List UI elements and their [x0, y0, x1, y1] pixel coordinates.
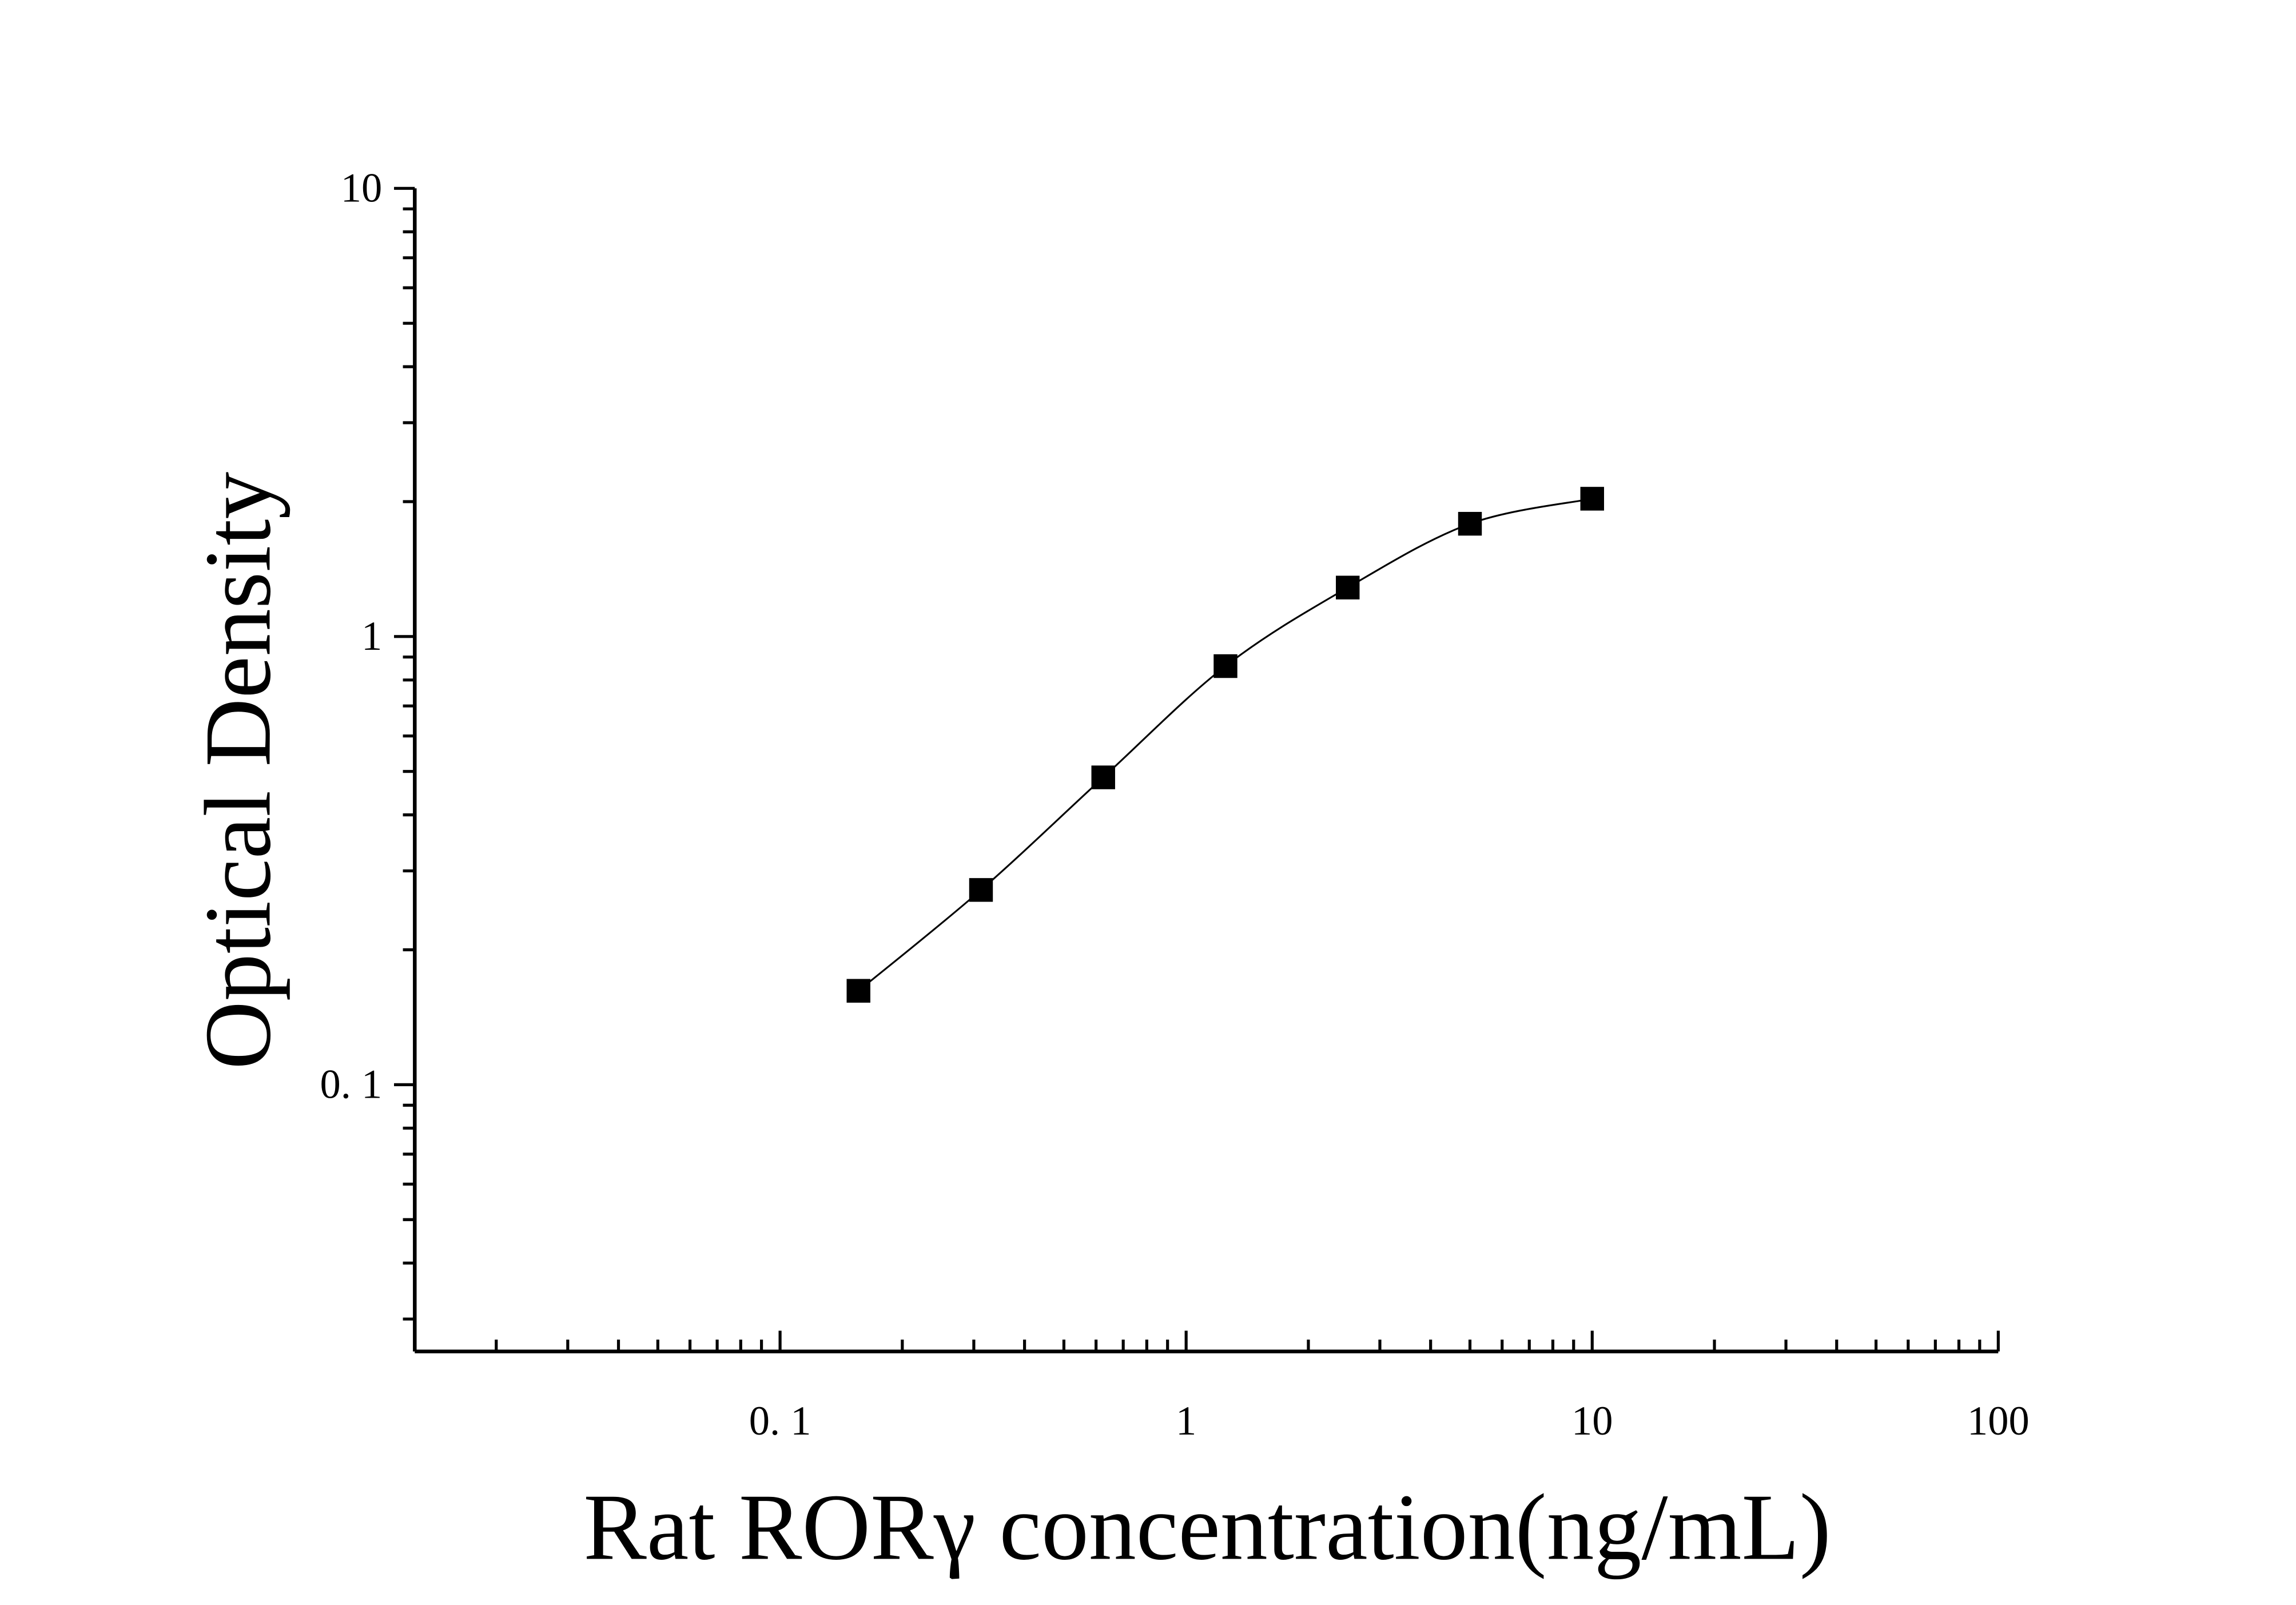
- x-tick-label: 1: [1176, 1397, 1196, 1444]
- x-axis-label: Rat RORγ concentration(ng/mL): [583, 1474, 1831, 1579]
- data-point-marker: [1213, 654, 1237, 678]
- ticks: 0. 1 1 10 0. 1 1 10 100: [320, 165, 2030, 1444]
- data-point-marker: [1091, 765, 1115, 789]
- fit-curve: [858, 498, 1593, 992]
- y-tick-label: 0. 1: [320, 1061, 383, 1107]
- data-points: [846, 487, 1604, 1003]
- data-point-marker: [1458, 511, 1482, 536]
- data-point-marker: [1336, 575, 1360, 599]
- x-tick-label: 0. 1: [749, 1397, 811, 1444]
- x-tick-label: 100: [1967, 1397, 2030, 1444]
- axes: [413, 188, 1999, 1353]
- y-axis-label: Optical Density: [185, 472, 290, 1070]
- data-point-marker: [846, 979, 870, 1003]
- y-tick-label: 10: [341, 165, 383, 211]
- y-tick-label: 1: [361, 613, 382, 659]
- x-tick-label: 10: [1571, 1397, 1613, 1444]
- data-point-marker: [1580, 487, 1604, 511]
- data-point-marker: [969, 878, 993, 902]
